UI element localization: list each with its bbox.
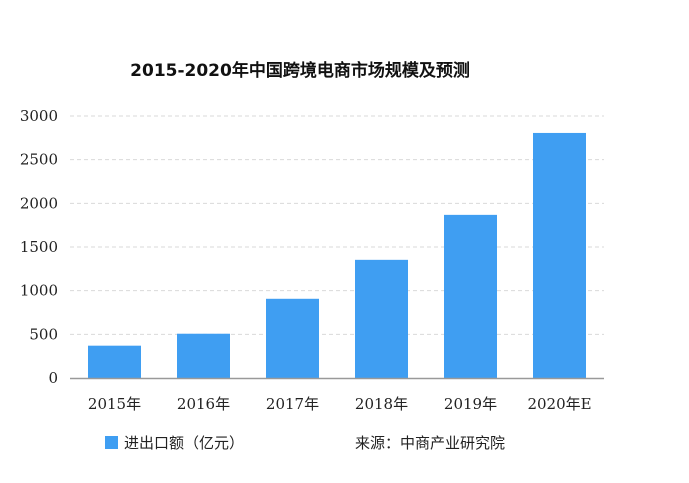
bar	[533, 132, 586, 378]
bar	[355, 259, 408, 378]
legend: 进出口额（亿元）	[105, 432, 244, 453]
y-tick-label: 3000	[20, 107, 58, 125]
source-note: 来源：中商产业研究院	[355, 434, 506, 452]
bar	[444, 214, 497, 378]
x-tick-label: 2016年	[177, 395, 230, 413]
bar	[88, 345, 141, 378]
legend-swatch	[105, 436, 118, 449]
y-tick-label: 2000	[20, 194, 58, 212]
x-tick-label: 2019年	[444, 395, 497, 413]
x-tick-label: 2015年	[88, 395, 141, 413]
bar	[177, 333, 230, 378]
x-tick-label: 2018年	[355, 395, 408, 413]
y-tick-label: 0	[48, 369, 58, 387]
x-tick-label: 2017年	[266, 395, 319, 413]
y-tick-label: 1500	[20, 238, 58, 256]
bar	[266, 298, 319, 378]
y-tick-label: 500	[29, 325, 58, 343]
x-tick-label: 2020年E	[527, 395, 591, 413]
legend-label: 进出口额（亿元）	[124, 434, 245, 452]
y-tick-label: 1000	[20, 282, 58, 300]
chart-title: 2015-2020年中国跨境电商市场规模及预测	[130, 61, 470, 81]
y-tick-label: 2500	[20, 151, 58, 169]
